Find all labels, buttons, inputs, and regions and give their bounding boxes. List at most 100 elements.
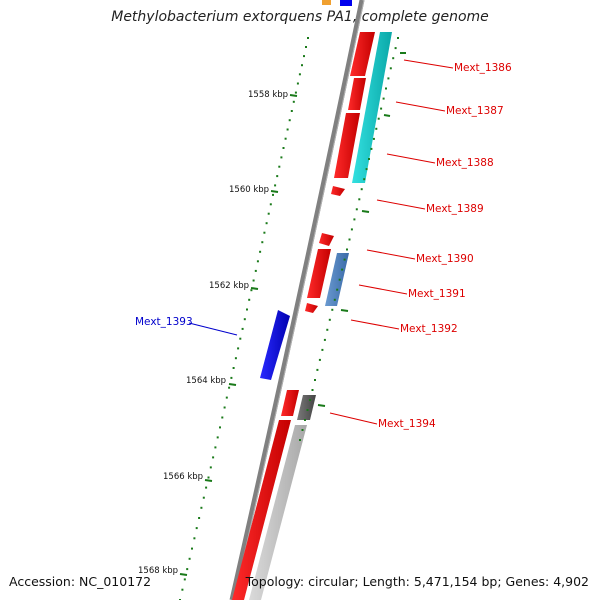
scale-dot <box>305 46 307 48</box>
gene-mext-1393 <box>260 310 290 380</box>
map-title: Methylobacterium extorquens PA1, complet… <box>111 9 489 25</box>
scale-dot <box>186 568 189 571</box>
gene-red-long <box>232 420 291 600</box>
scale-label-1568: 1568 kbp <box>138 566 178 576</box>
gene-mext-1390 <box>319 233 334 246</box>
scale-dot <box>377 117 380 120</box>
scale-dot <box>387 77 390 80</box>
scale-dot <box>296 82 299 85</box>
scale-dot <box>336 288 339 291</box>
scale-dot <box>241 327 244 330</box>
leader-line-blue <box>188 322 238 336</box>
scale-dot <box>278 165 281 168</box>
tick-1568 <box>179 573 188 576</box>
gene-mext-1387 <box>348 78 366 110</box>
scale-dot <box>370 147 373 150</box>
scale-dot <box>385 87 387 90</box>
scale-dot <box>318 358 321 361</box>
scale-label-1562: 1562 kbp <box>209 281 249 291</box>
scale-dot <box>261 241 264 244</box>
gene-label-mext-1392[interactable]: Mext_1392 <box>400 323 458 335</box>
scale-dot <box>239 337 242 340</box>
scale-dot <box>392 57 395 60</box>
scale-dot <box>311 389 314 391</box>
gene-blue-partial <box>340 0 352 6</box>
scale-dot <box>346 248 348 251</box>
gene-gray <box>297 395 316 420</box>
scale-dot <box>237 347 240 350</box>
gene-label-mext-1387[interactable]: Mext_1387 <box>446 105 504 117</box>
gene-cyan <box>352 32 392 183</box>
scale-dot <box>326 328 329 331</box>
scale-dot <box>360 188 363 191</box>
scale-dot <box>292 100 295 103</box>
scale-dot <box>306 409 309 411</box>
scale-dot <box>355 208 358 211</box>
tick-1558 <box>289 94 298 97</box>
scale-dot <box>256 260 259 263</box>
scale-dot <box>276 175 279 178</box>
scale-dot <box>299 439 301 441</box>
gene-label-mext-1393[interactable]: Mext_1393 <box>135 316 193 328</box>
scale-dot <box>286 128 289 131</box>
gene-label-mext-1389[interactable]: Mext_1389 <box>426 203 484 215</box>
scale-dot <box>343 258 346 261</box>
scale-dot <box>209 466 212 469</box>
scale-dot <box>314 379 316 381</box>
scale-dot <box>397 37 399 39</box>
gene-label-mext-1394[interactable]: Mext_1394 <box>378 418 436 430</box>
gene-mext-1389 <box>331 186 345 196</box>
scale-dot <box>394 47 397 50</box>
backbone-highlight <box>233 0 365 600</box>
leader-lines <box>329 59 454 425</box>
scale-dot <box>307 37 309 39</box>
scale-dot <box>274 184 277 187</box>
scale-dot <box>298 73 301 76</box>
scale-dot <box>272 193 274 196</box>
tick-1564 <box>228 383 237 386</box>
scale-dot <box>221 416 224 419</box>
gene-label-mext-1390[interactable]: Mext_1390 <box>416 253 474 265</box>
scale-dot <box>365 168 368 171</box>
scale-dot <box>290 110 293 112</box>
scale-dot <box>195 527 198 530</box>
gene-label-mext-1386[interactable]: Mext_1386 <box>454 62 512 74</box>
scale-dot <box>328 318 331 321</box>
scale-dot <box>243 318 246 321</box>
gene-mext-1394 <box>281 390 299 416</box>
scale-dot <box>284 137 287 140</box>
scale-label-1560: 1560 kbp <box>229 185 269 195</box>
gene-lightgray-long <box>249 425 307 600</box>
scale-dot <box>207 476 210 479</box>
scale-dot <box>282 147 285 149</box>
scale-dot <box>358 198 361 201</box>
scale-dot <box>265 222 268 225</box>
scale-dot <box>228 386 231 389</box>
gene-mext-1388 <box>334 113 360 178</box>
scale-dot <box>333 298 336 301</box>
scale-dot <box>219 426 221 429</box>
gene-label-mext-1388[interactable]: Mext_1388 <box>436 157 494 169</box>
scale-dot <box>350 228 353 231</box>
gene-mext-1386 <box>350 32 375 76</box>
tick-1560 <box>270 190 279 193</box>
scale-ticks <box>179 52 406 576</box>
scale-dot <box>348 238 351 241</box>
scale-dot <box>323 338 326 341</box>
scale-dot <box>294 91 297 94</box>
scale-dot <box>372 137 375 140</box>
scale-dot <box>230 376 233 379</box>
scale-dot <box>269 203 272 206</box>
scale-dot <box>303 55 305 58</box>
scale-dot <box>248 298 251 301</box>
scale-dot <box>288 119 291 122</box>
genome-summary-text: Topology: circular; Length: 5,471,154 bp… <box>245 574 589 589</box>
gene-label-mext-1391[interactable]: Mext_1391 <box>408 288 466 300</box>
scale-dot <box>216 436 219 439</box>
scale-dot <box>382 97 385 100</box>
accession-text: Accession: NC_010172 <box>9 574 152 589</box>
scale-dot <box>263 231 266 234</box>
scale-dot <box>225 396 228 399</box>
